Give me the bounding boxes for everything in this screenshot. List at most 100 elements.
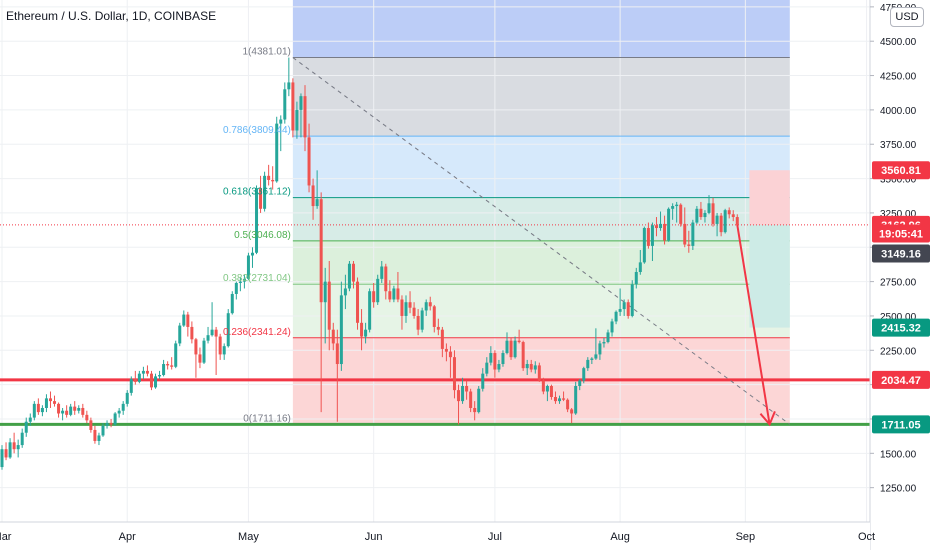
candle-body — [570, 409, 574, 414]
time-axis-tick-label: Sep — [736, 531, 756, 543]
candle-body — [158, 375, 162, 377]
fib-trend-line — [292, 57, 791, 425]
candle-body — [97, 435, 101, 441]
currency-button[interactable]: USD — [890, 7, 924, 27]
price-axis-tick-label: 3250.00 — [880, 209, 917, 220]
candle-body — [65, 410, 69, 415]
candle-body — [230, 293, 234, 314]
candle-body — [372, 291, 376, 303]
candle-body — [170, 365, 174, 367]
candle-body — [711, 203, 715, 224]
candle-body — [703, 212, 707, 218]
candle-body — [553, 396, 557, 402]
candle-body — [218, 336, 222, 355]
candle-body — [162, 364, 166, 376]
candle-body — [202, 340, 206, 363]
candle-body — [509, 340, 513, 358]
candle-body — [477, 388, 481, 413]
candle-body — [121, 403, 125, 411]
candle-body — [242, 278, 246, 282]
candle-body — [578, 380, 582, 387]
candle-body — [558, 398, 562, 402]
candle-body — [574, 386, 578, 414]
candle-body — [206, 335, 210, 341]
price-axis-badge — [872, 224, 930, 243]
candle-body — [448, 351, 452, 358]
candle-body — [287, 82, 291, 90]
candle-body — [715, 215, 719, 224]
candle-body — [61, 410, 65, 414]
candle-body — [303, 96, 307, 138]
candle-body — [594, 354, 598, 359]
candle-body — [331, 329, 335, 344]
candle-body — [566, 399, 570, 410]
candle-body — [53, 401, 57, 404]
candle-body — [650, 225, 654, 246]
candle-body — [364, 329, 368, 337]
price-axis-badge-label: 3560.81 — [881, 165, 921, 177]
price-axis-background — [870, 0, 932, 550]
candle-body — [404, 302, 408, 316]
time-axis-tick-label: Jul — [488, 531, 502, 543]
candle-body — [582, 368, 586, 381]
candle-body — [687, 244, 691, 246]
time-axis-tick-label: Oct — [858, 531, 875, 543]
price-axis-tick-label: 1500.00 — [880, 449, 917, 460]
candle-body — [525, 364, 529, 369]
candle-body — [384, 266, 388, 292]
candle-body — [481, 373, 485, 389]
candle-body — [667, 208, 671, 241]
candle-body — [493, 353, 497, 370]
price-axis-tick-label: 1250.00 — [880, 484, 917, 495]
candle-body — [469, 391, 473, 408]
time-axis-tick-label: Apr — [119, 531, 136, 543]
candle-body — [622, 302, 626, 310]
candle-body — [40, 407, 44, 413]
candle-body — [489, 353, 493, 363]
price-axis-tick-label: 4000.00 — [880, 106, 917, 117]
candle-body — [533, 365, 537, 370]
candle-body — [299, 96, 303, 110]
candle-body — [259, 188, 263, 209]
candle-body — [149, 373, 153, 388]
candle-body — [529, 364, 533, 370]
candle-body — [85, 414, 89, 421]
candle-body — [295, 109, 299, 131]
candle-body — [182, 314, 186, 326]
candle-body — [271, 179, 275, 182]
candle-body — [125, 392, 129, 404]
fib-band — [292, 136, 790, 198]
candle-body — [89, 420, 93, 430]
fib-band — [292, 197, 790, 241]
candle-body — [392, 288, 396, 300]
candle-body — [606, 332, 610, 343]
candle-body — [283, 89, 287, 120]
candle-body — [279, 119, 283, 124]
candle-body — [545, 386, 549, 392]
candle-body — [351, 263, 355, 282]
price-axis-badge-label: 3149.16 — [881, 248, 921, 260]
price-axis-badge — [872, 415, 930, 434]
candle-body — [186, 314, 190, 327]
candle-body — [210, 329, 214, 336]
time-axis-tick-label: May — [238, 531, 259, 543]
candle-body — [291, 82, 295, 131]
candle-body — [602, 342, 606, 344]
time-axis-tick-label: Aug — [610, 531, 630, 543]
candle-body — [93, 429, 97, 441]
candle-body — [440, 329, 444, 349]
price-axis-tick-label: 3750.00 — [880, 140, 917, 151]
price-axis-tick-label: 4500.00 — [880, 37, 917, 48]
candle-body — [521, 342, 525, 369]
fib-band — [292, 240, 790, 285]
candle-body — [129, 379, 133, 393]
candle-body — [255, 188, 259, 253]
price-axis-badge — [872, 370, 930, 389]
candle-body — [659, 223, 663, 229]
candle-body — [695, 208, 699, 223]
candle-body — [339, 295, 343, 365]
forecast-arrow — [736, 224, 771, 425]
candle-body — [238, 281, 242, 283]
